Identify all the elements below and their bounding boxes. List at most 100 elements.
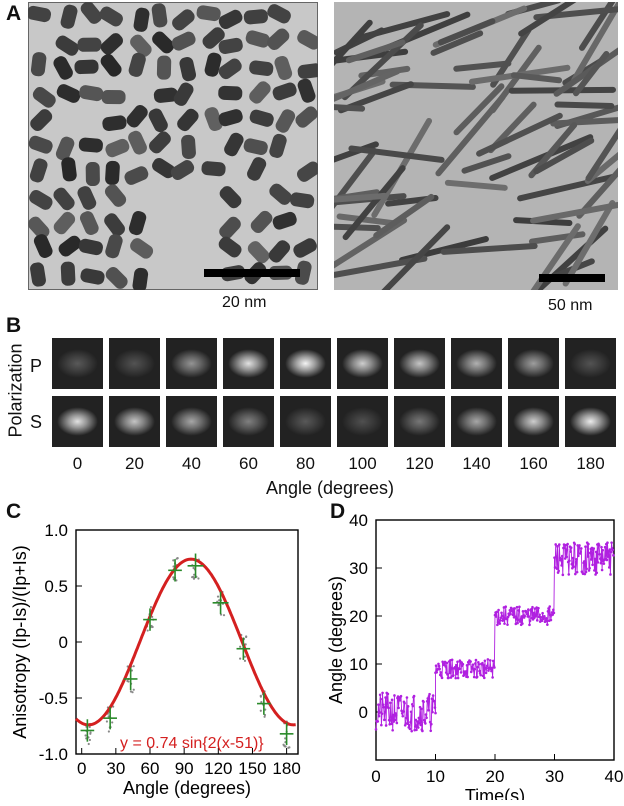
trace-point — [456, 676, 460, 680]
nanorod — [101, 90, 126, 105]
nanorod — [172, 9, 195, 31]
trace-point — [544, 617, 548, 620]
trace-point — [577, 554, 580, 558]
nanorod — [249, 81, 271, 104]
trace-point — [482, 676, 486, 680]
nanorod — [249, 109, 274, 127]
nanorod — [218, 236, 242, 258]
trace-point — [570, 562, 574, 566]
nanowire — [533, 137, 595, 175]
trace-point — [377, 714, 381, 718]
nanorod — [272, 211, 297, 230]
trace-point — [599, 561, 603, 565]
trace-point — [384, 724, 388, 727]
nanowire — [489, 134, 594, 182]
trace-point — [433, 699, 436, 703]
trace-point — [509, 612, 512, 616]
trace-point — [588, 551, 592, 555]
trace-point — [450, 658, 454, 662]
data-point — [187, 553, 204, 579]
trace-point — [376, 720, 380, 723]
trace-point — [378, 711, 381, 714]
trace-point — [561, 573, 565, 577]
s-spot-frame — [394, 396, 445, 447]
x-tick-label: 150 — [238, 759, 266, 778]
nanowire — [334, 255, 428, 278]
trace-point — [430, 697, 434, 701]
scale-bar-50nm — [539, 274, 605, 282]
x-tick-label: 120 — [204, 759, 232, 778]
trace-point — [513, 607, 516, 610]
nanorod — [77, 186, 97, 210]
nanowire — [453, 60, 512, 72]
raw-point — [259, 709, 262, 712]
trace-point — [416, 720, 419, 723]
nanowire — [334, 68, 401, 109]
nanorod — [151, 3, 168, 28]
trace-point — [572, 565, 575, 569]
trace-point — [532, 611, 535, 615]
trace-point — [602, 562, 606, 565]
nanorod — [245, 30, 270, 48]
nanowire — [345, 39, 406, 64]
trace-point — [528, 623, 531, 627]
trace-point — [506, 623, 509, 626]
trace-point — [575, 558, 578, 561]
trace-point — [502, 618, 505, 622]
raw-point — [107, 715, 110, 718]
trace-point — [528, 619, 532, 623]
trace-point — [387, 706, 390, 710]
nanowire — [444, 179, 508, 191]
trace-point — [446, 673, 449, 676]
nanowire — [520, 223, 581, 290]
trace-point — [496, 623, 499, 627]
nanorod — [85, 161, 100, 187]
trace-point — [415, 728, 418, 732]
nanorod — [267, 4, 291, 24]
trace-point — [380, 723, 383, 727]
trace-point — [478, 669, 481, 673]
nanorod — [77, 37, 102, 52]
nanorod — [128, 130, 147, 155]
raw-point — [150, 624, 153, 628]
p-spot-frame — [508, 338, 559, 389]
trace-point — [557, 569, 560, 573]
trace-point — [527, 615, 531, 618]
scale-bar-20nm — [204, 269, 300, 277]
trace-point — [391, 728, 394, 732]
nanorod — [204, 52, 222, 77]
nanorod — [247, 157, 267, 181]
nanorod — [177, 108, 199, 132]
trace-point — [503, 622, 506, 625]
trace-point — [574, 572, 577, 576]
trace-point — [408, 727, 412, 731]
nanorod — [247, 241, 270, 264]
scale-label-20nm: 20 nm — [222, 294, 267, 311]
nanorod — [171, 31, 196, 51]
nanorod — [218, 58, 242, 80]
x-tick-label: 10 — [426, 767, 445, 786]
trace-point — [379, 697, 383, 701]
trace-point — [593, 569, 596, 572]
trace-point — [495, 610, 499, 614]
nanowire — [373, 193, 435, 239]
nanorod — [170, 160, 195, 181]
nanowire — [430, 30, 484, 56]
trace-point — [417, 716, 421, 720]
trace-point — [405, 716, 408, 720]
raw-point — [222, 614, 226, 617]
trace-point — [591, 563, 594, 567]
nanorod — [102, 115, 127, 132]
trace-point — [431, 694, 435, 697]
nanorod — [30, 262, 46, 287]
x-tick-label: 60 — [141, 759, 160, 778]
nanorod — [250, 210, 273, 233]
trace-point — [383, 710, 387, 714]
nanorod — [30, 52, 47, 77]
trace-point — [447, 676, 450, 680]
trace-point — [499, 616, 503, 620]
raw-point — [287, 746, 290, 749]
polarization-label: Polarization — [5, 343, 26, 438]
trace-point — [590, 558, 593, 561]
trace-point — [541, 611, 544, 615]
